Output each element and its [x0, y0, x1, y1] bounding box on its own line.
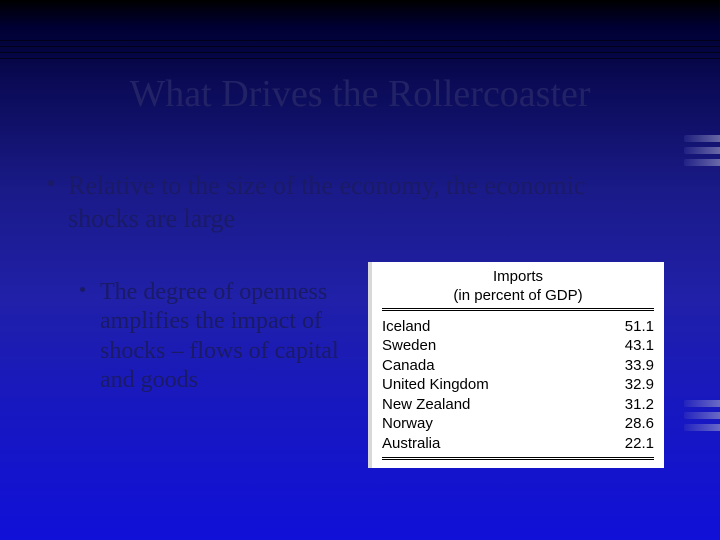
bullet-dot-icon — [80, 287, 85, 292]
table-row: Canada 33.9 — [382, 356, 654, 376]
decorative-side-bars-upper — [684, 135, 720, 171]
value-cell: 32.9 — [625, 375, 654, 395]
table-row: Sweden 43.1 — [382, 336, 654, 356]
bullet-dot-icon — [48, 180, 54, 186]
country-cell: Canada — [382, 356, 435, 376]
table-title-line1: Imports — [493, 268, 543, 285]
table-title-line2: (in percent of GDP) — [453, 287, 582, 304]
country-cell: United Kingdom — [382, 375, 489, 395]
value-cell: 22.1 — [625, 434, 654, 454]
table-row: Australia 22.1 — [382, 434, 654, 454]
table-title: Imports (in percent of GDP) — [382, 268, 654, 308]
imports-table: Imports (in percent of GDP) Iceland51.1S… — [368, 262, 664, 468]
slide-title: What Drives the Rollercoaster — [0, 72, 720, 116]
table-row: Norway 28.6 — [382, 414, 654, 434]
bullet-sub-text: The degree of openness amplifies the imp… — [100, 279, 339, 393]
table-row: New Zealand 31.2 — [382, 395, 654, 415]
country-cell: New Zealand — [382, 395, 470, 415]
decorative-side-bars-lower — [684, 400, 720, 436]
country-cell: Australia — [382, 434, 440, 454]
bullet-main-text: Relative to the size of the economy, the… — [68, 171, 585, 233]
country-cell: Iceland — [382, 317, 430, 337]
table-row: Iceland 51.1 — [382, 317, 654, 337]
table-body: Iceland51.1Sweden43.1Canada33.9United Ki… — [382, 315, 654, 458]
table-rule — [382, 310, 654, 311]
country-cell: Norway — [382, 414, 433, 434]
value-cell: 51.1 — [625, 317, 654, 337]
table-row: United Kingdom 32.9 — [382, 375, 654, 395]
value-cell: 43.1 — [625, 336, 654, 356]
value-cell: 28.6 — [625, 414, 654, 434]
value-cell: 31.2 — [625, 395, 654, 415]
bullet-sub: The degree of openness amplifies the imp… — [100, 278, 350, 395]
bullet-main: Relative to the size of the economy, the… — [68, 170, 660, 235]
table-rule — [382, 459, 654, 460]
decorative-top-stripes — [0, 40, 720, 64]
country-cell: Sweden — [382, 336, 436, 356]
value-cell: 33.9 — [625, 356, 654, 376]
